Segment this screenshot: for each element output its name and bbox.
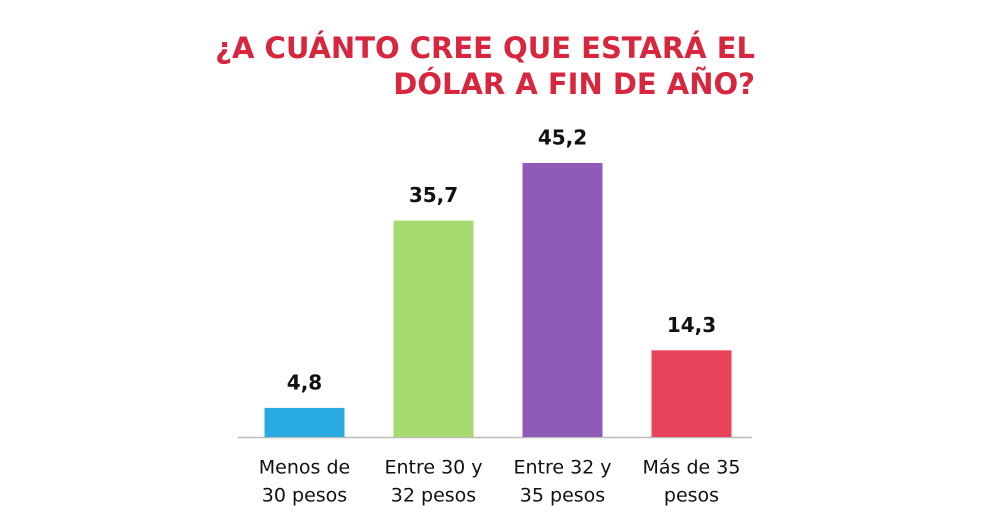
bar bbox=[651, 350, 732, 437]
x-tick-label: Entre 32 y bbox=[513, 457, 611, 479]
data-label: 35,7 bbox=[409, 183, 458, 207]
x-tick-label: 32 pesos bbox=[391, 485, 476, 507]
bar bbox=[264, 407, 345, 437]
bar bbox=[393, 220, 474, 437]
x-tick-label: Más de 35 bbox=[643, 457, 741, 479]
chart-title: ¿A CUÁNTO CREE QUE ESTARÁ EL bbox=[215, 31, 755, 65]
data-label: 14,3 bbox=[667, 313, 716, 337]
bar bbox=[522, 163, 603, 437]
x-tick-label: Entre 30 y bbox=[384, 457, 482, 479]
x-tick-label: 30 pesos bbox=[262, 485, 347, 507]
x-tick-label: 35 pesos bbox=[520, 485, 605, 507]
x-tick-label: Menos de bbox=[259, 457, 350, 479]
data-label: 45,2 bbox=[538, 126, 587, 150]
data-label: 4,8 bbox=[287, 370, 322, 394]
x-tick-label: pesos bbox=[664, 485, 719, 507]
chart-title: DÓLAR A FIN DE AÑO? bbox=[393, 67, 755, 101]
